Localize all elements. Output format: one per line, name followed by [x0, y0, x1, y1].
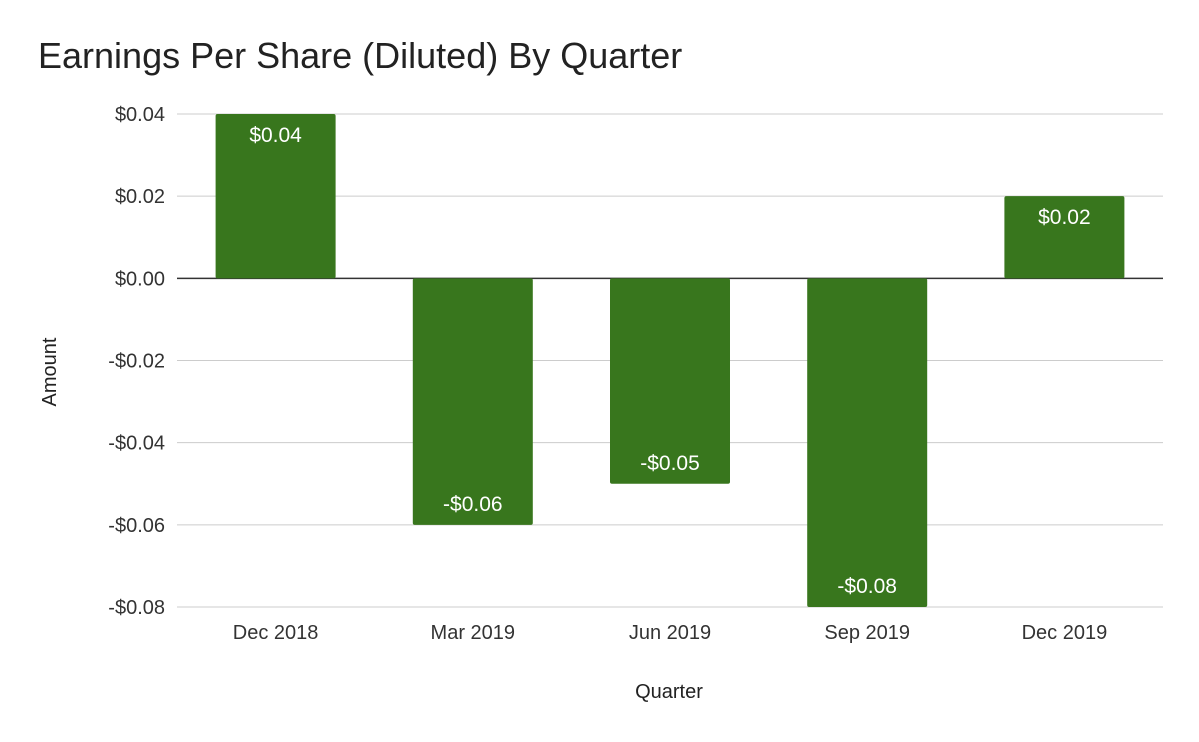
x-tick-label: Mar 2019: [431, 622, 516, 644]
x-tick-label: Dec 2019: [1022, 622, 1108, 644]
data-label: -$0.05: [640, 452, 700, 475]
y-tick-label: -$0.04: [108, 433, 165, 455]
y-axis-ticks: $0.04 $0.02 $0.00 -$0.02 -$0.04 -$0.06 -$0.08: [108, 104, 165, 619]
y-tick-label: -$0.02: [108, 351, 165, 373]
bar[interactable]: [412, 278, 533, 525]
y-tick-label: -$0.08: [108, 597, 165, 619]
bar[interactable]: [215, 114, 336, 279]
y-axis-label: Amount: [39, 337, 61, 406]
y-tick-label: -$0.06: [108, 515, 165, 537]
chart-title: Earnings Per Share (Diluted) By Quarter: [38, 35, 682, 76]
x-tick-label: Jun 2019: [629, 622, 711, 644]
bar[interactable]: [610, 278, 730, 484]
bars: $0.04 -$0.06 -$0.05 -$0.08 $0.02: [215, 114, 1125, 607]
y-tick-label: $0.00: [115, 268, 165, 290]
bar[interactable]: [807, 278, 928, 607]
data-label: -$0.06: [443, 493, 503, 516]
x-axis-ticks: Dec 2018 Mar 2019 Jun 2019 Sep 2019 Dec 2019: [233, 622, 1107, 644]
x-axis-label: Quarter: [635, 681, 703, 703]
y-tick-label: $0.04: [115, 104, 165, 126]
data-label: $0.02: [1038, 206, 1091, 229]
data-label: -$0.08: [837, 575, 897, 598]
y-tick-label: $0.02: [115, 186, 165, 208]
x-tick-label: Dec 2018: [233, 622, 319, 644]
x-tick-label: Sep 2019: [824, 622, 910, 644]
data-label: $0.04: [249, 124, 302, 147]
bar[interactable]: [1004, 196, 1125, 279]
